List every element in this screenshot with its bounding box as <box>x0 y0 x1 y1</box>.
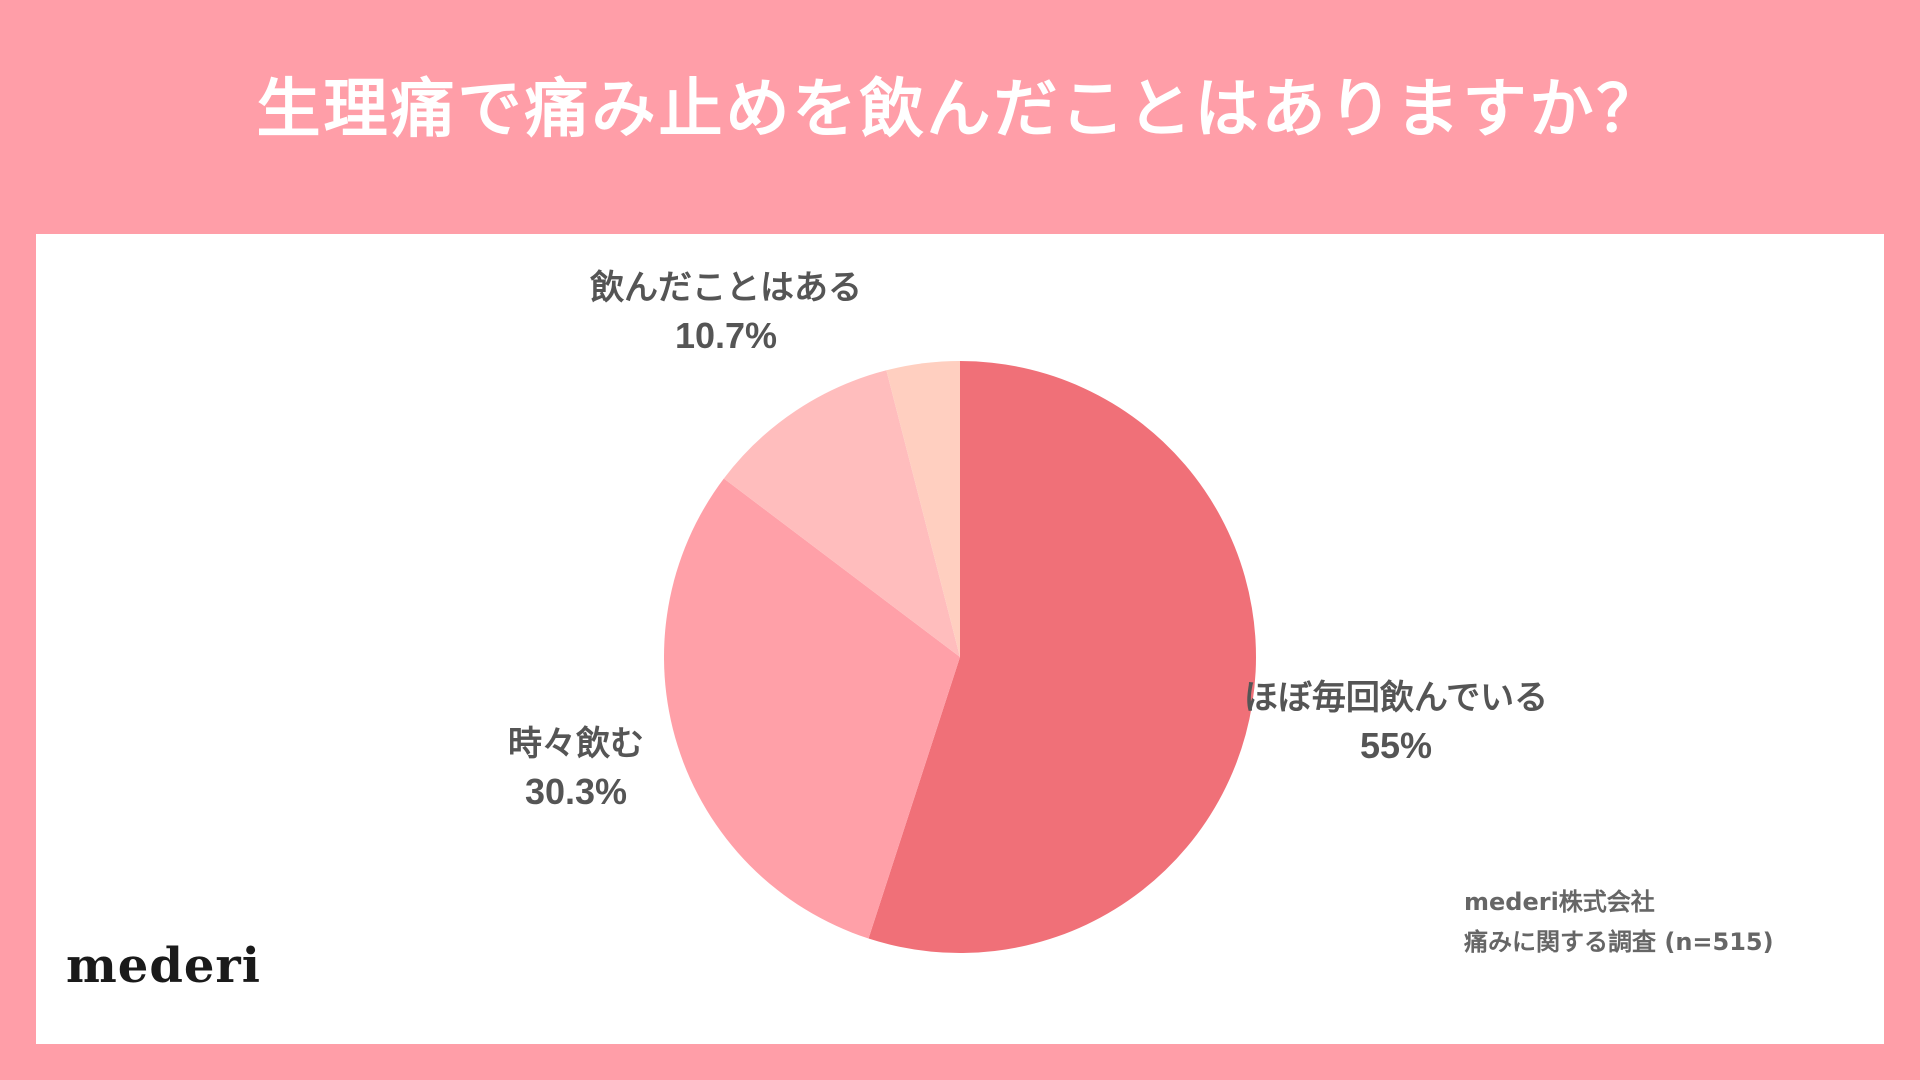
label-sometimes-value: 30.3% <box>524 771 628 812</box>
label-have-taken: 飲んだことはある 10.7% <box>566 264 886 360</box>
mederi-logo: mederi <box>66 938 261 994</box>
slice-have-taken <box>723 370 960 657</box>
chart-title: 生理痛で痛み止めを飲んだことはありますか？ <box>256 73 1664 147</box>
label-almost-every-time-value: 55% <box>1359 725 1433 766</box>
label-almost-every-time: ほぼ毎回飲んでいる 55% <box>1226 674 1566 770</box>
label-almost-every-time-text: ほぼ毎回飲んでいる <box>1243 678 1549 718</box>
slice-other <box>886 361 960 657</box>
source-company: mederi株式会社 <box>1464 888 1655 916</box>
slice-almost-every-time <box>868 361 1256 953</box>
pie-chart <box>663 361 1256 953</box>
source-survey: 痛みに関する調査 (n=515) <box>1464 928 1774 956</box>
label-have-taken-text: 飲んだことはある <box>590 268 862 308</box>
label-have-taken-value: 10.7% <box>674 315 778 356</box>
label-sometimes-text: 時々飲む <box>508 724 644 764</box>
chart-panel: ほぼ毎回飲んでいる 55% 時々飲む 30.3% 飲んだことはある 10.7% … <box>36 234 1884 1044</box>
source-note: mederi株式会社 痛みに関する調査 (n=515) <box>1464 882 1774 962</box>
label-sometimes: 時々飲む 30.3% <box>476 720 676 816</box>
slice-sometimes <box>663 478 960 939</box>
